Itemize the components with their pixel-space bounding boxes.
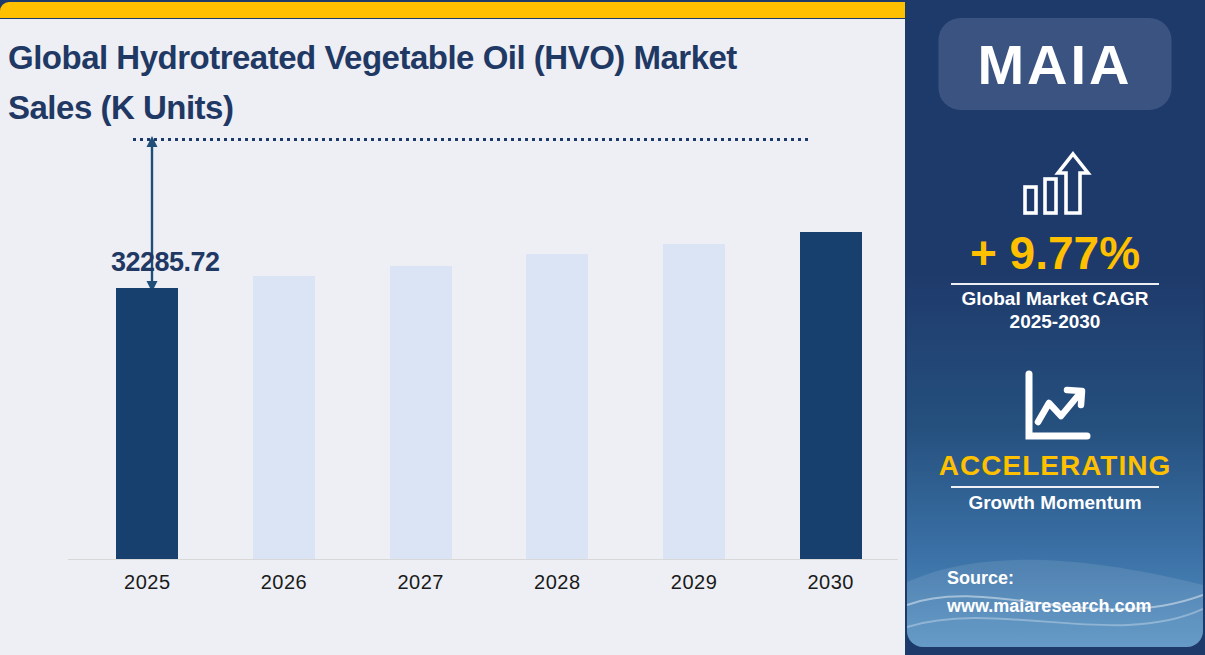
x-tick-2029: 2029 [671, 571, 718, 594]
bar-2028 [526, 254, 588, 559]
cagr-label-line1: Global Market CAGR [907, 288, 1203, 310]
source-url: www.maiaresearch.com [947, 592, 1151, 620]
annotation-dotted-line [133, 138, 811, 141]
chart-title-line1: Global Hydrotreated Vegetable Oil (HVO) … [8, 33, 904, 83]
x-tick-column-2025: 2025 [79, 571, 216, 594]
source-label: Source: [947, 564, 1151, 592]
chart-title-line2: Sales (K Units) [8, 83, 904, 133]
x-tick-2028: 2028 [534, 571, 581, 594]
x-tick-2030: 2030 [807, 571, 854, 594]
bar-column-2028 [489, 254, 626, 559]
x-tick-column-2029: 2029 [626, 571, 763, 594]
maia-logo: MAIA [939, 18, 1172, 110]
momentum-subtitle: Growth Momentum [907, 492, 1203, 514]
x-axis-line [68, 559, 898, 560]
x-tick-column-2027: 2027 [352, 571, 489, 594]
bar-column-2027 [352, 266, 489, 559]
sidebar: MAIA + 9.77% Global Market CAGR 2025-203… [905, 0, 1205, 655]
bar-2027 [390, 266, 452, 559]
bar-2029 [663, 244, 725, 559]
x-tick-2026: 2026 [261, 571, 308, 594]
cagr-label-line2: 2025-2030 [907, 311, 1203, 333]
bars-row [79, 232, 899, 559]
x-tick-column-2028: 2028 [489, 571, 626, 594]
bar-2026 [253, 276, 315, 559]
divider-line [951, 486, 1159, 488]
x-tick-2025: 2025 [124, 571, 171, 594]
momentum-title: ACCELERATING [907, 450, 1203, 482]
cagr-value: + 9.77% [907, 226, 1203, 280]
bar-column-2025 [79, 288, 216, 559]
bar-growth-arrow-icon [1016, 148, 1094, 226]
bar-column-2026 [216, 276, 353, 559]
chart-title: Global Hydrotreated Vegetable Oil (HVO) … [8, 33, 904, 133]
bar-2030 [800, 232, 862, 559]
infographic-root: Global Hydrotreated Vegetable Oil (HVO) … [0, 0, 1205, 655]
x-tick-2027: 2027 [397, 571, 444, 594]
bar-column-2029 [626, 244, 763, 559]
chart-panel: Global Hydrotreated Vegetable Oil (HVO) … [0, 19, 905, 655]
bar-2025 [116, 288, 178, 559]
x-tick-column-2030: 2030 [762, 571, 899, 594]
source-block: Source: www.maiaresearch.com [947, 564, 1151, 620]
divider-line [951, 283, 1159, 285]
x-axis-labels: 2025 2026 2027 2028 2029 2030 [79, 571, 899, 594]
bar-column-2030 [762, 232, 899, 559]
x-tick-column-2026: 2026 [216, 571, 353, 594]
maia-logo-text: MAIA [977, 32, 1132, 97]
line-chart-icon [1015, 366, 1095, 446]
sidebar-card: MAIA + 9.77% Global Market CAGR 2025-203… [907, 0, 1203, 647]
accent-bar [0, 2, 905, 18]
